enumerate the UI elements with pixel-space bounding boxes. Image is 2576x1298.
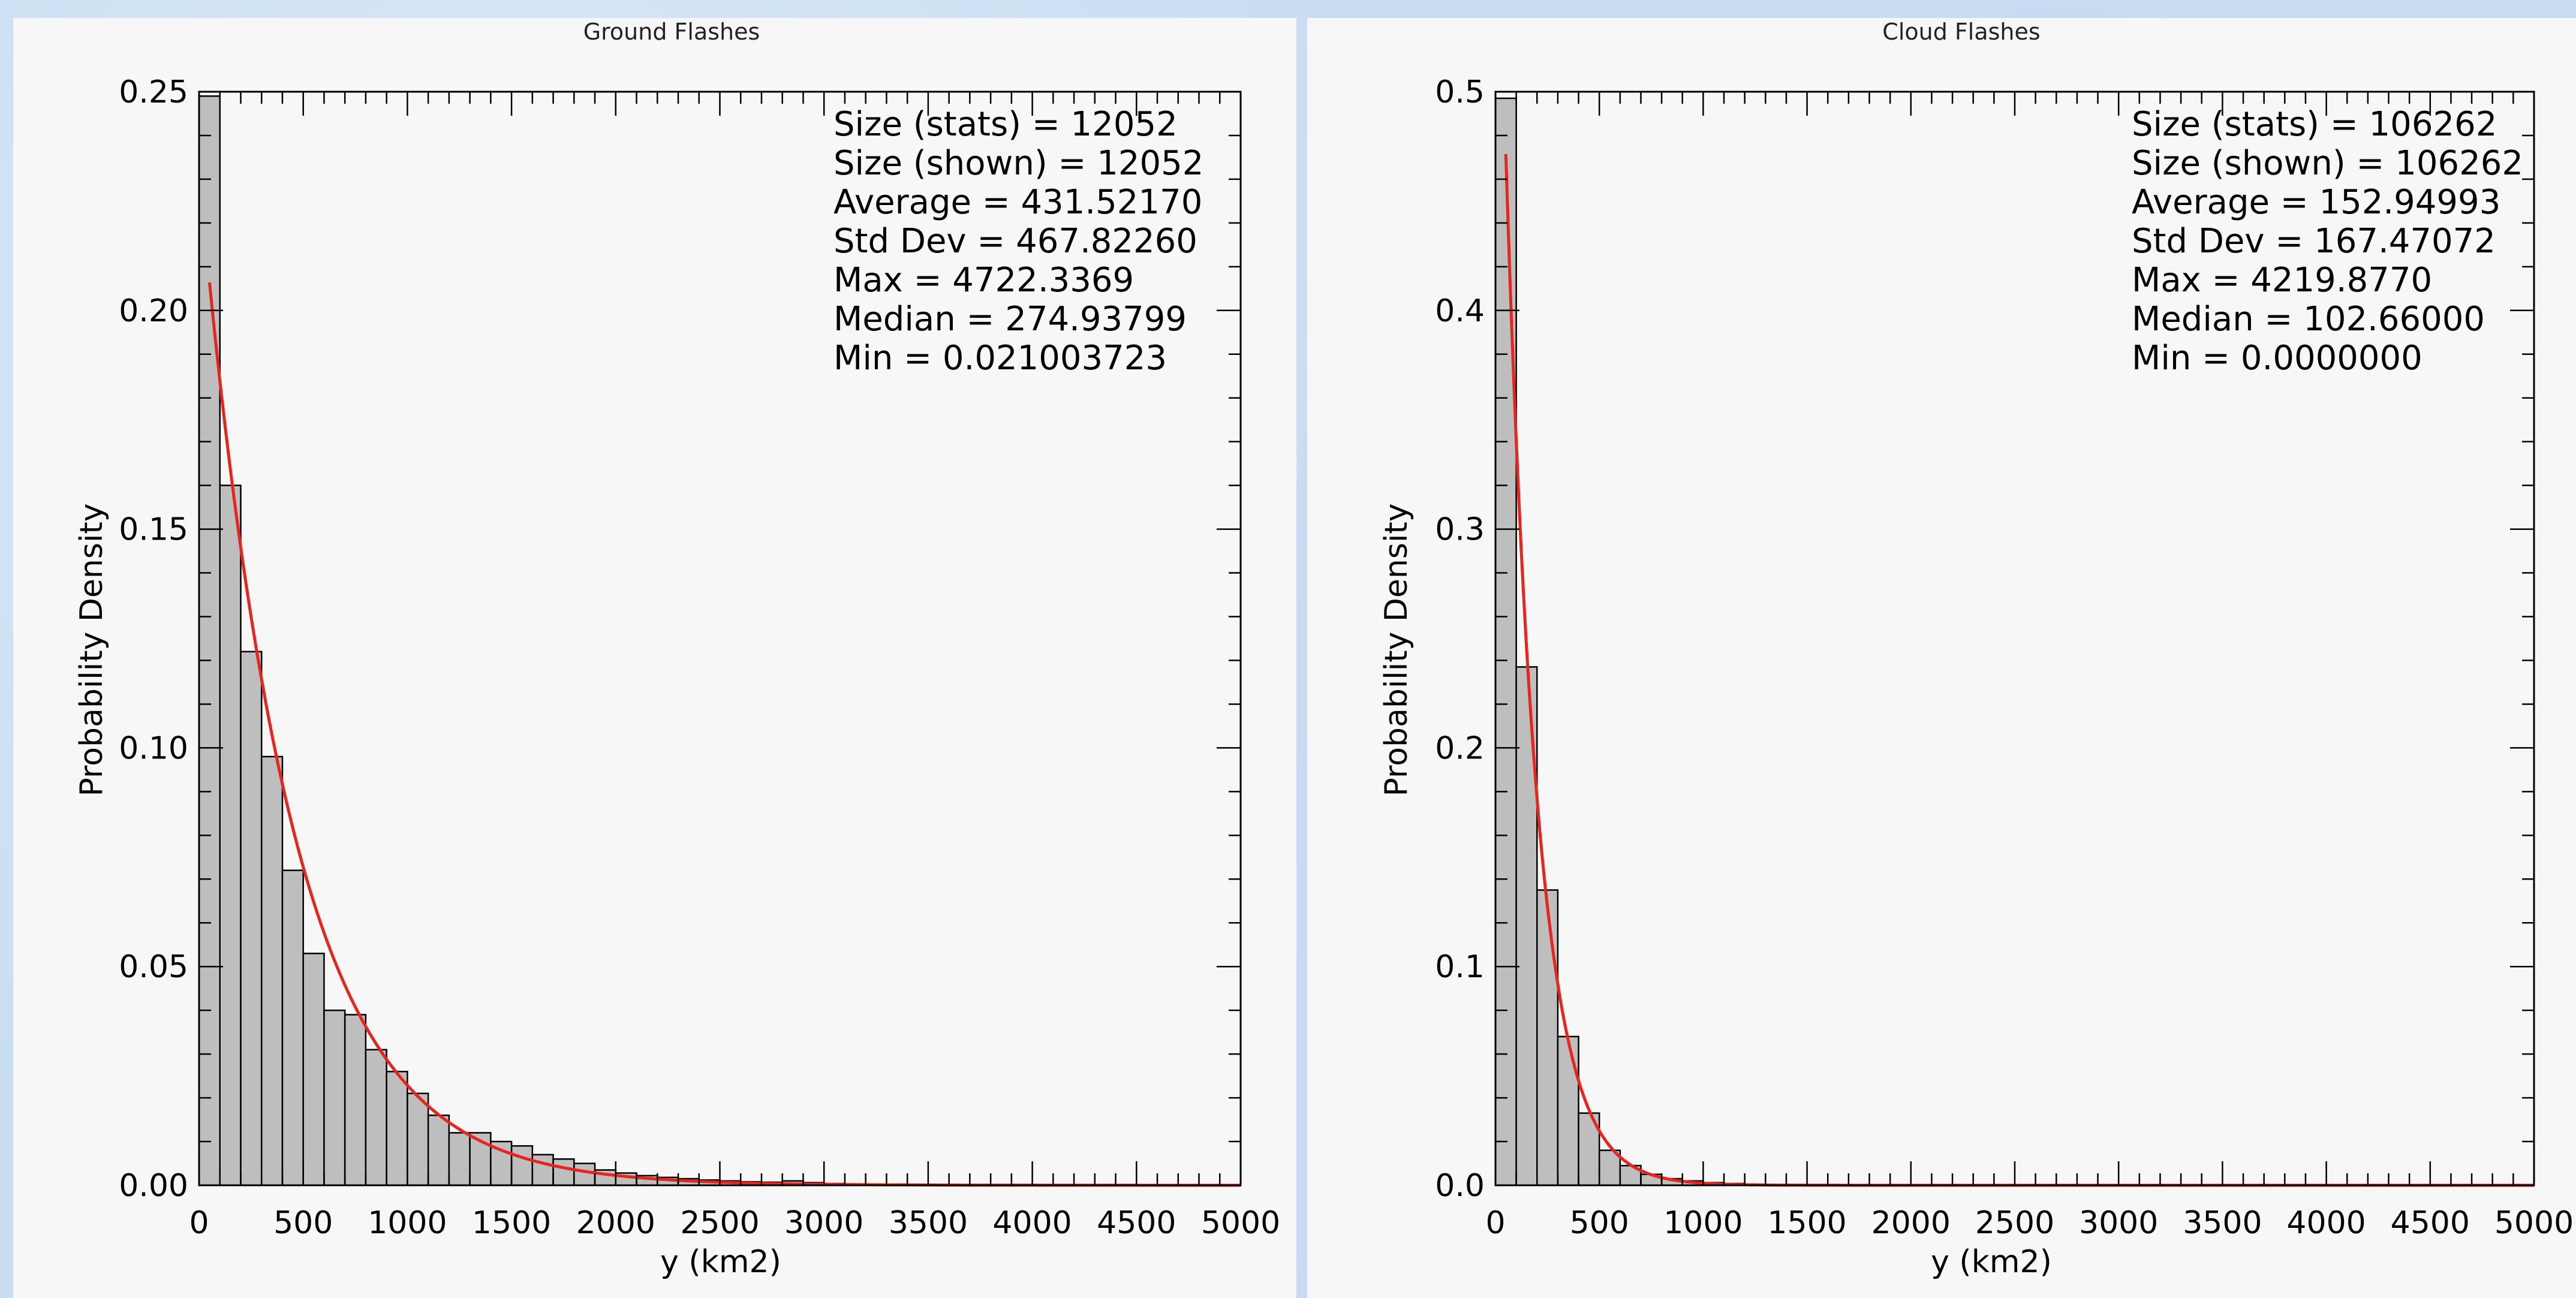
y-tick-label: 0.4 — [1435, 293, 1485, 329]
x-tick-label: 2000 — [1871, 1205, 1951, 1241]
histogram-bar — [1494, 97, 1517, 1186]
stat-min: Min = 0.021003723 — [833, 339, 1167, 378]
cloud-flashes-panel: Cloud Flashes y (km2) Probability Densit… — [1307, 18, 2576, 1298]
y-tick-label: 0.20 — [119, 293, 188, 329]
x-tick-label: 3500 — [2183, 1205, 2262, 1241]
x-tick-label: 1000 — [1663, 1205, 1743, 1241]
y-tick-label: 0.1 — [1435, 949, 1485, 985]
histogram-bar — [1557, 1035, 1579, 1186]
histogram-bar — [1598, 1149, 1621, 1186]
y-tick-label: 0.5 — [1435, 74, 1485, 110]
x-tick-label: 3500 — [889, 1205, 968, 1241]
x-tick-label: 4000 — [992, 1205, 1072, 1241]
histogram-bar — [448, 1132, 471, 1186]
y-tick-label: 0.05 — [119, 949, 188, 985]
x-tick-label: 500 — [273, 1205, 333, 1241]
histogram-bar — [365, 1049, 387, 1186]
stat-average: Average = 431.52170 — [833, 183, 1202, 222]
x-tick-label: 4000 — [2286, 1205, 2366, 1241]
histogram-bar — [240, 650, 263, 1186]
histogram-bar — [323, 1009, 346, 1186]
y-tick-label: 0.2 — [1435, 730, 1485, 766]
stat-median: Median = 102.66000 — [2132, 300, 2485, 339]
stats-block: Size (stats) = 12052 Size (shown) = 1205… — [833, 105, 1203, 378]
histogram-bar — [386, 1071, 408, 1186]
ground-flashes-panel: Ground Flashes y (km2) Probability Densi… — [13, 18, 1296, 1298]
x-tick-label: 1500 — [1767, 1205, 1846, 1241]
plot-area: 0 500 1000 1500 2000 2500 3000 3500 4000 4500 5000… — [119, 74, 1280, 1241]
x-tick-label: 0 — [189, 1205, 209, 1241]
x-tick-label: 0 — [1485, 1205, 1505, 1241]
stat-size-stats: Size (stats) = 12052 — [833, 105, 1178, 144]
plot-area: 0 500 1000 1500 2000 2500 3000 3500 4000 4500 5000… — [1435, 74, 2574, 1241]
histogram-bar — [198, 95, 221, 1186]
histogram-bar — [531, 1154, 554, 1186]
x-tick-label: 4500 — [2391, 1205, 2470, 1241]
histogram-bar — [260, 755, 284, 1186]
histogram-bar — [281, 869, 304, 1186]
stat-max: Max = 4722.3369 — [833, 261, 1134, 300]
stat-std-dev: Std Dev = 167.47072 — [2132, 222, 2496, 261]
chart-title: Cloud Flashes — [1882, 19, 2040, 45]
x-tick-label: 2500 — [680, 1205, 759, 1241]
x-axis-label: y (km2) — [1931, 1244, 2052, 1280]
x-tick-label: 2500 — [1975, 1205, 2054, 1241]
stat-size-shown: Size (shown) = 106262 — [2132, 144, 2523, 183]
histogram-bar — [1536, 889, 1559, 1186]
histogram-bar — [510, 1145, 534, 1186]
x-tick-label: 5000 — [2494, 1205, 2574, 1241]
histogram-bar — [219, 484, 242, 1186]
x-axis-label: y (km2) — [660, 1244, 781, 1280]
y-tick-label: 0.15 — [119, 512, 188, 548]
x-tick-label: 1500 — [472, 1205, 551, 1241]
stats-block: Size (stats) = 106262 Size (shown) = 106… — [2132, 105, 2523, 378]
cloud-flashes-chart: Cloud Flashes y (km2) Probability Densit… — [1379, 19, 2574, 1280]
histogram-bar — [427, 1115, 450, 1186]
chart-title: Ground Flashes — [583, 19, 760, 45]
ground-flashes-chart: Ground Flashes y (km2) Probability Densi… — [74, 19, 1280, 1280]
stat-size-stats: Size (stats) = 106262 — [2132, 105, 2497, 144]
histogram-bar — [302, 953, 325, 1186]
histogram-bar — [573, 1163, 596, 1186]
y-tick-label: 0.10 — [119, 730, 188, 766]
x-tick-label: 2000 — [576, 1205, 655, 1241]
stat-min: Min = 0.0000000 — [2132, 339, 2422, 378]
y-axis-label: Probability Density — [74, 503, 110, 796]
y-tick-label: 0.25 — [119, 74, 188, 110]
stat-size-shown: Size (shown) = 12052 — [833, 144, 1203, 183]
x-tick-label: 500 — [1570, 1205, 1629, 1241]
stat-median: Median = 274.93799 — [833, 300, 1187, 339]
histogram-bar — [344, 1014, 367, 1186]
y-axis-label: Probability Density — [1379, 503, 1415, 796]
y-tick-label: 0.00 — [119, 1168, 188, 1204]
histogram-bar — [407, 1092, 429, 1186]
stat-std-dev: Std Dev = 467.82260 — [833, 222, 1197, 261]
x-tick-label: 1000 — [368, 1205, 447, 1241]
stat-average: Average = 152.94993 — [2132, 183, 2500, 222]
x-tick-label: 4500 — [1097, 1205, 1176, 1241]
y-tick-label: 0.0 — [1435, 1168, 1485, 1204]
x-tick-label: 3000 — [2079, 1205, 2158, 1241]
x-tick-label: 3000 — [784, 1205, 863, 1241]
x-tick-label: 5000 — [1201, 1205, 1280, 1241]
y-tick-label: 0.3 — [1435, 512, 1485, 548]
stat-max: Max = 4219.8770 — [2132, 261, 2432, 300]
histogram-bar — [552, 1158, 575, 1186]
